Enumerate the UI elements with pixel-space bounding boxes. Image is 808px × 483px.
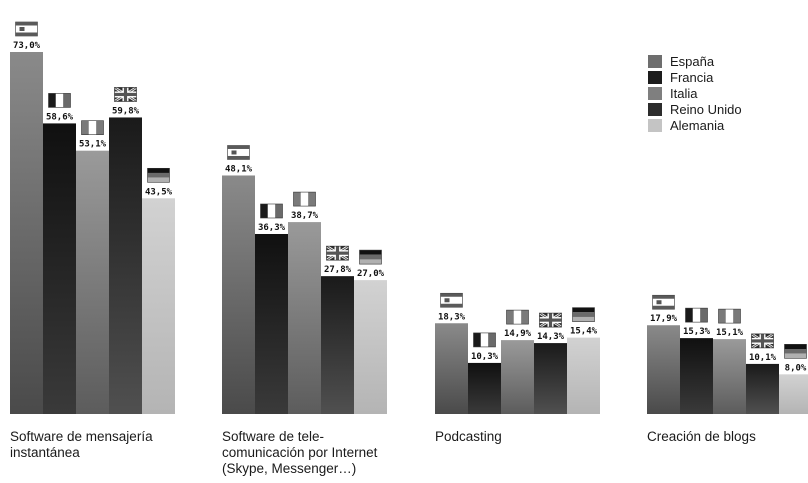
category-label: Creación de blogs (647, 429, 756, 444)
bar-france-3 (680, 338, 713, 414)
bar-italy-0 (76, 150, 109, 414)
data-label: 14,3% (537, 332, 565, 342)
data-label: 43,5% (145, 187, 173, 197)
bar-germany-2 (567, 337, 600, 414)
bar-germany-3 (779, 374, 808, 414)
category-label: Software de mensajería (10, 429, 153, 444)
france-flag (260, 203, 283, 219)
bar-italy-1 (288, 222, 321, 414)
data-label: 8,0% (785, 363, 807, 373)
legend-swatch (648, 55, 662, 68)
germany-flag (784, 344, 807, 359)
data-label: 73,0% (13, 41, 41, 51)
bar-uk-2 (534, 343, 567, 414)
bar-spain-1 (222, 175, 255, 414)
france-flag (48, 93, 71, 108)
italy-flag (506, 309, 529, 325)
data-label: 15,3% (683, 327, 711, 337)
france-flag (685, 307, 708, 323)
bar-italy-2 (501, 340, 534, 414)
legend-label: Francia (670, 70, 714, 85)
spain-flag (15, 21, 38, 37)
bar-france-1 (255, 233, 288, 414)
data-label: 36,3% (258, 223, 286, 233)
spain-flag (227, 145, 250, 160)
data-label: 58,6% (46, 112, 74, 122)
legend-swatch (648, 119, 662, 132)
bar-italy-3 (713, 339, 746, 414)
category-label: (Skype, Messenger…) (222, 461, 356, 476)
italy-flag (718, 308, 741, 324)
france-flag (473, 332, 496, 348)
uk-flag (750, 332, 775, 350)
legend-swatch (648, 103, 662, 116)
category-label: Software de tele- (222, 429, 324, 444)
data-label: 59,8% (112, 106, 140, 116)
bar-germany-1 (354, 280, 387, 414)
category-label: comunicación por Internet (222, 445, 378, 460)
bar-uk-0 (109, 117, 142, 415)
bar-spain-2 (435, 323, 468, 414)
spain-flag (440, 292, 463, 308)
spain-flag (652, 294, 675, 310)
legend-label: España (670, 54, 715, 69)
data-label: 14,9% (504, 329, 532, 339)
bars-layer (10, 52, 808, 415)
germany-flag (147, 167, 170, 183)
germany-flag (572, 307, 595, 322)
data-label: 10,3% (471, 352, 499, 362)
data-label: 15,1% (716, 328, 744, 338)
labels-layer: 73,0% 48,1% 18,3% 17,9% 58,6% 36,3% 10,3% 15,3%… (10, 21, 807, 476)
uk-flag (538, 311, 563, 329)
legend-swatch (648, 87, 662, 100)
italy-flag (293, 191, 316, 207)
category-label: Podcasting (435, 429, 502, 444)
bar-uk-3 (746, 363, 779, 414)
bar-france-0 (43, 123, 76, 415)
bar-uk-1 (321, 276, 354, 414)
data-label: 10,1% (749, 353, 777, 363)
category-label: instantánea (10, 445, 80, 460)
legend-swatch (648, 71, 662, 84)
data-label: 38,7% (291, 211, 319, 221)
legend-label: Reino Unido (670, 102, 742, 117)
germany-flag (359, 249, 382, 265)
uk-flag (113, 86, 138, 103)
uk-flag (325, 245, 350, 262)
data-label: 15,4% (570, 327, 598, 337)
data-label: 18,3% (438, 312, 466, 322)
data-label: 27,0% (357, 269, 385, 279)
bar-germany-0 (142, 198, 175, 414)
data-label: 48,1% (225, 164, 253, 174)
legend-label: Alemania (670, 118, 725, 133)
legend-label: Italia (670, 86, 698, 101)
bar-france-2 (468, 362, 501, 414)
italy-flag (81, 120, 104, 135)
data-label: 53,1% (79, 140, 107, 150)
bar-spain-3 (647, 325, 680, 414)
data-label: 17,9% (650, 314, 678, 324)
bar-spain-0 (10, 52, 43, 414)
data-label: 27,8% (324, 265, 352, 275)
